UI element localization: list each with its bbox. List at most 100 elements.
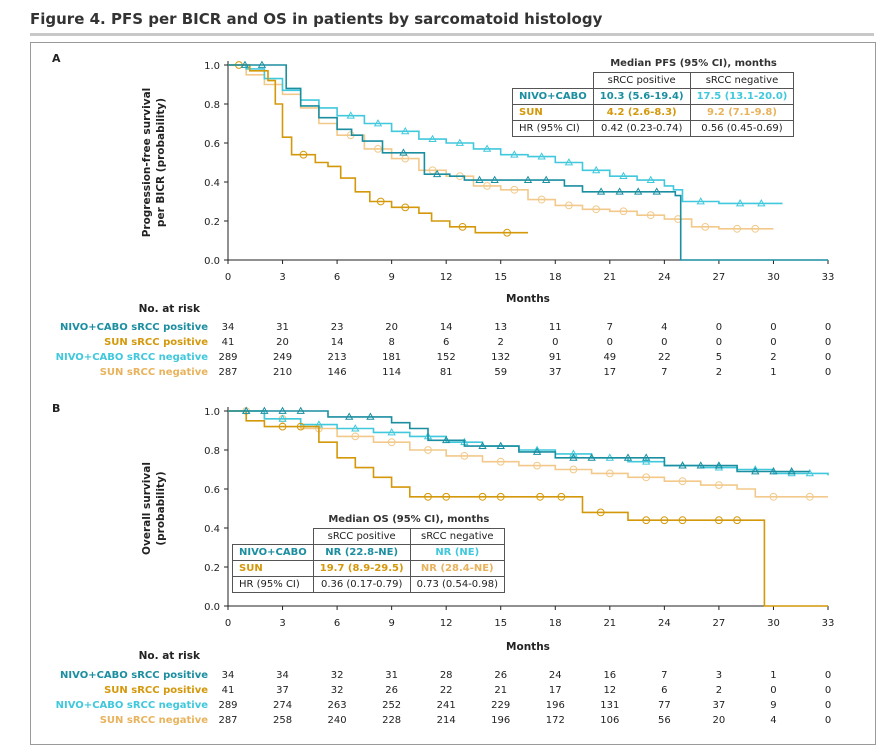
panel-a-censor-mark-sun_neg bbox=[619, 207, 628, 216]
panel-a-risk-value: 14 bbox=[440, 322, 453, 333]
panel-b-risk-value: 20 bbox=[713, 715, 726, 726]
panel-b-x-tick-label: 0 bbox=[225, 618, 231, 629]
panel-a-risk-value: 81 bbox=[440, 367, 453, 378]
panel-a-y-tick-label: 0.4 bbox=[204, 178, 220, 189]
panel-b-y-tick-label: 0.0 bbox=[204, 602, 220, 613]
panel-a-risk-value: 11 bbox=[549, 322, 562, 333]
panel-b-censor-mark-nivo_pos bbox=[242, 406, 251, 414]
panel-b-censor-mark-nivo_pos bbox=[442, 435, 451, 444]
panel-b-risk-value: 21 bbox=[494, 685, 507, 696]
panel-b-risk-value: 106 bbox=[600, 715, 619, 726]
panel-b-risk-value: 214 bbox=[437, 715, 456, 726]
panel-a-censor-mark-sun_neg bbox=[510, 185, 519, 194]
panel-b-censor-mark-sun_neg bbox=[769, 492, 778, 501]
panel-b-censor-mark-sun_neg bbox=[805, 492, 814, 501]
panel-a-risk-value: 49 bbox=[603, 352, 616, 363]
panel-a-risk-value: 181 bbox=[382, 352, 401, 363]
panel-b-censor-mark-nivo_pos bbox=[478, 441, 487, 449]
panel-a-censor-mark-sun_pos bbox=[503, 228, 511, 237]
panel-a-sun-pos-value: 4.2 (2.6-8.3) bbox=[592, 103, 691, 121]
panel-b-risk-row-label: NIVO+CABO sRCC negative bbox=[56, 700, 209, 711]
panel-b-censor-mark-sun_neg bbox=[496, 457, 505, 466]
panel-b-risk-value: 24 bbox=[549, 670, 562, 681]
panel-b-risk-value: 32 bbox=[331, 670, 344, 681]
panel-a-risk-row-label: SUN sRCC positive bbox=[104, 337, 208, 348]
panel-b-risk-value: 287 bbox=[218, 715, 237, 726]
panel-a-censor-mark-sun_pos bbox=[299, 150, 308, 159]
panel-b-risk-value: 26 bbox=[494, 670, 507, 681]
panel-b-col-srcc-positive: sRCC positive bbox=[312, 527, 411, 545]
panel-a-x-tick-label: 15 bbox=[494, 272, 507, 283]
panel-a-risk-value: 7 bbox=[661, 367, 667, 378]
panel-b-risk-value: 22 bbox=[440, 685, 453, 696]
panel-b-curve-nivo_pos bbox=[228, 410, 810, 473]
panel-b-censor-mark-nivo_pos bbox=[587, 453, 596, 461]
panel-a-row-nivo-label: NIVO+CABO bbox=[512, 87, 594, 105]
panel-a-letter: A bbox=[52, 52, 61, 65]
panel-a-censor-mark-nivo_pos bbox=[615, 187, 624, 195]
panel-b-row-hr-label: HR (95% CI) bbox=[232, 575, 314, 593]
panel-b-sun-pos-value: 19.7 (8.9-29.5) bbox=[312, 559, 411, 577]
panel-a-censor-mark-sun_neg bbox=[565, 201, 573, 210]
panel-b-censor-mark-sun_pos bbox=[557, 492, 566, 501]
panel-a-risk-value: 20 bbox=[385, 322, 398, 333]
panel-b-risk-value: 26 bbox=[385, 685, 398, 696]
panel-b-risk-value: 3 bbox=[716, 670, 722, 681]
panel-a-risk-value: 146 bbox=[328, 367, 347, 378]
panel-b-y-tick-label: 0.4 bbox=[204, 524, 220, 535]
panel-a-y-axis-title-line1: Progression-free survival bbox=[141, 88, 153, 238]
panel-b-risk-value: 37 bbox=[713, 700, 726, 711]
panel-a-censor-mark-nivo_neg bbox=[564, 158, 574, 166]
panel-b-censor-mark-sun_neg bbox=[533, 461, 541, 470]
panel-b-curve-sun_pos bbox=[228, 410, 828, 607]
panel-b-censor-mark-nivo_pos bbox=[532, 447, 542, 455]
panel-b-risk-row-label: SUN sRCC negative bbox=[100, 715, 209, 726]
panel-a-risk-value: 0 bbox=[661, 337, 667, 348]
panel-a-censor-mark-nivo_neg bbox=[537, 152, 546, 160]
panel-b-risk-value: 6 bbox=[661, 685, 667, 696]
panel-a-censor-mark-nivo_neg bbox=[346, 111, 355, 119]
panel-b-censor-mark-sun_pos bbox=[424, 492, 432, 501]
panel-a-censor-mark-nivo_neg bbox=[401, 126, 410, 135]
panel-b-risk-value: 258 bbox=[273, 715, 292, 726]
panel-a-risk-value: 2 bbox=[770, 352, 776, 363]
panel-b-risk-value: 1 bbox=[770, 670, 776, 681]
panel-b-censor-mark-nivo_neg bbox=[787, 468, 796, 477]
panel-a-hr-neg-value: 0.56 (0.45-0.69) bbox=[689, 119, 795, 137]
panel-b-censor-mark-nivo_pos bbox=[278, 406, 287, 414]
panel-a-risk-value: 41 bbox=[222, 337, 235, 348]
panel-b-risk-value: 41 bbox=[222, 685, 235, 696]
panel-b-table-caption: Median OS (95% CI), months bbox=[313, 512, 505, 529]
panel-b-x-tick-label: 33 bbox=[822, 618, 835, 629]
panel-b-risk-value: 289 bbox=[218, 700, 237, 711]
panel-b-x-tick-label: 6 bbox=[334, 618, 340, 629]
panel-b-risk-value: 9 bbox=[770, 700, 776, 711]
panel-a-censor-mark-nivo_pos bbox=[542, 175, 551, 183]
panel-b-censor-mark-sun_pos bbox=[678, 516, 687, 525]
panel-a-censor-mark-nivo_pos bbox=[475, 175, 484, 183]
panel-b-x-axis-title: Months bbox=[506, 641, 550, 653]
panel-a-risk-value: 0 bbox=[716, 337, 722, 348]
panel-b-censor-mark-sun_pos bbox=[478, 492, 487, 501]
panel-b-censor-mark-nivo_neg bbox=[642, 457, 651, 465]
panel-a-censor-mark-sun_pos bbox=[458, 222, 467, 231]
panel-b-censor-mark-sun_pos bbox=[442, 492, 451, 501]
panel-a-censor-mark-nivo_neg bbox=[735, 199, 745, 207]
panel-a-risk-value: 34 bbox=[222, 322, 235, 333]
panel-a-y-tick-label: 1.0 bbox=[204, 61, 220, 72]
panel-a-x-tick-label: 21 bbox=[603, 272, 616, 283]
panel-a-sun-neg-value: 9.2 (7.1-9.8) bbox=[689, 103, 795, 121]
panel-a-risk-row-label: NIVO+CABO sRCC negative bbox=[56, 352, 209, 363]
panel-b-x-tick-label: 24 bbox=[658, 618, 671, 629]
panel-b-risk-row-label: NIVO+CABO sRCC positive bbox=[60, 670, 208, 681]
panel-a-risk-value: 0 bbox=[825, 337, 831, 348]
panel-a-table-caption: Median PFS (95% CI), months bbox=[593, 56, 794, 73]
panel-b-censor-mark-sun_neg bbox=[642, 473, 651, 482]
panel-a-risk-value: 17 bbox=[603, 367, 616, 378]
panel-b-risk-value: 131 bbox=[600, 700, 619, 711]
panel-a-risk-value: 0 bbox=[825, 352, 831, 363]
panel-a-x-tick-label: 6 bbox=[334, 272, 340, 283]
panel-a-risk-value: 5 bbox=[716, 352, 722, 363]
panel-a-risk-value: 14 bbox=[331, 337, 344, 348]
